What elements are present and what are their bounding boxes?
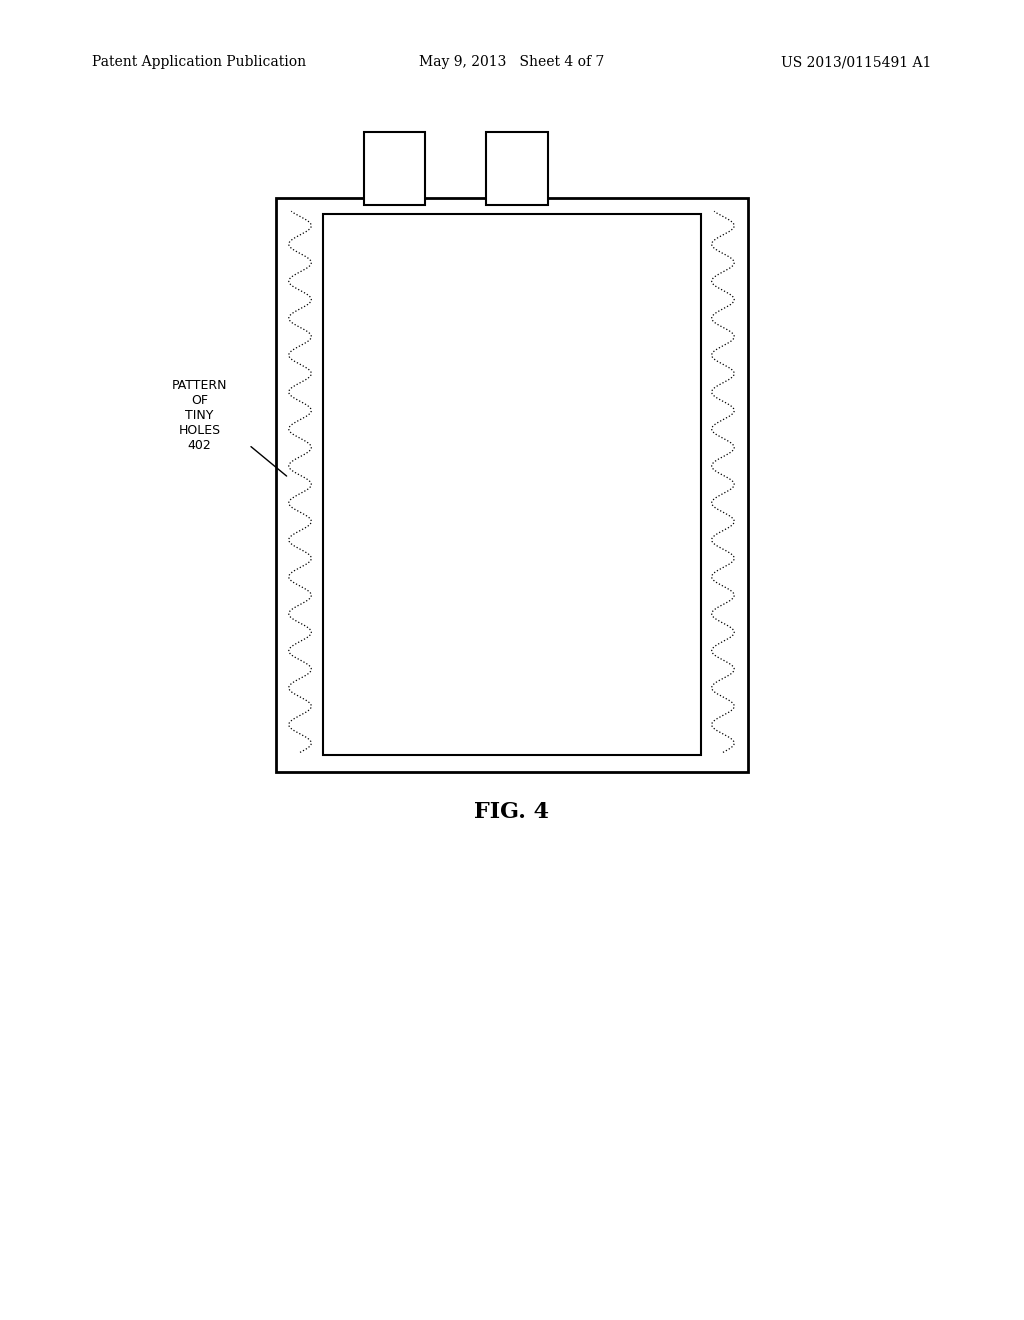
- Text: PATTERN
OF
TINY
HOLES
402: PATTERN OF TINY HOLES 402: [172, 379, 227, 453]
- Text: Patent Application Publication: Patent Application Publication: [92, 55, 306, 70]
- Bar: [323, 214, 701, 755]
- Text: May 9, 2013   Sheet 4 of 7: May 9, 2013 Sheet 4 of 7: [419, 55, 605, 70]
- Bar: [364, 132, 425, 205]
- Text: US 2013/0115491 A1: US 2013/0115491 A1: [781, 55, 932, 70]
- Bar: [276, 198, 748, 772]
- Text: FIG. 4: FIG. 4: [474, 801, 550, 822]
- Bar: [486, 132, 548, 205]
